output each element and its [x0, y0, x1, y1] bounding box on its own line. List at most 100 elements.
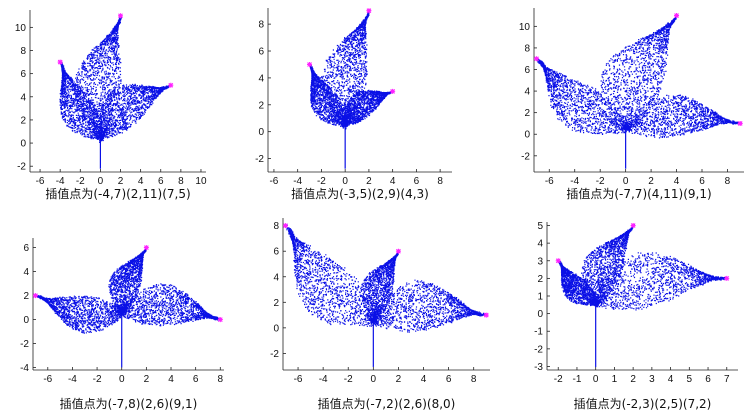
interpolation-point	[217, 317, 223, 323]
interpolation-point	[366, 8, 372, 14]
fern-leaf	[285, 224, 380, 327]
fern-leaf	[116, 283, 221, 327]
x-tick-label: 0	[342, 176, 348, 187]
x-tick-label: 0	[371, 374, 377, 385]
y-tick-label: 0	[258, 127, 264, 138]
y-tick-label: -1	[534, 327, 543, 338]
y-tick-label: 4	[273, 272, 279, 283]
interpolation-point	[32, 293, 38, 299]
y-tick-label: 0	[20, 139, 26, 150]
y-tick-label: 2	[524, 108, 530, 119]
x-tick-label: -2	[317, 176, 326, 187]
y-tick-label: 5	[537, 221, 543, 232]
y-tick-label: 2	[537, 274, 543, 285]
x-tick-label: 4	[168, 374, 174, 385]
interpolation-point	[307, 61, 313, 67]
fern-panel-6: -2 -1 0 1 2 3 4 5 6 7 -3 -2 -1 0 1 2 3 4 5 插值点为(-2,3)(2,5)(…	[534, 221, 738, 411]
x-tick-label: 6	[446, 374, 452, 385]
y-tick-label: -2	[521, 151, 530, 162]
x-tick-label: 2	[396, 374, 402, 385]
y-tick-label: -4	[20, 363, 29, 374]
x-tick-label: 0	[623, 176, 629, 187]
x-tick-label: 8	[437, 176, 443, 187]
panel-caption: 插值点为(-7,8)(2,6)(9,1)	[60, 396, 198, 411]
panel-caption: 插值点为(-2,3)(2,5)(7,2)	[574, 396, 712, 411]
interpolation-point	[737, 120, 743, 126]
x-tick-label: 2	[648, 176, 654, 187]
interpolation-point	[534, 56, 540, 62]
fern-leaf	[367, 279, 487, 333]
y-tick-label: 4	[524, 87, 530, 98]
x-tick-label: -4	[570, 176, 579, 187]
y-tick-label: -2	[534, 344, 543, 355]
fern-panel-3: -6 -4 -2 0 2 4 6 8 -2 0 2 4 6 8 10 插值点为(-7,7)(4,11)(9,1…	[519, 8, 744, 201]
x-tick-label: 6	[193, 374, 199, 385]
interpolation-point	[168, 82, 174, 88]
fern-leaf	[581, 224, 635, 308]
x-tick-label: 6	[158, 176, 164, 187]
fern-leaf	[342, 89, 394, 127]
fern-panel-4: -6 -4 -2 0 2 4 6 8 -4 -2 0 2 4 6 插值点为(-7,8)(2,6)(9,1)	[20, 238, 224, 411]
y-tick-label: -2	[255, 154, 264, 165]
interpolation-point	[674, 13, 680, 19]
x-tick-label: 4	[390, 176, 396, 187]
x-tick-label: -4	[68, 374, 77, 385]
y-tick-label: 6	[524, 65, 530, 76]
x-tick-label: 8	[725, 176, 731, 187]
fern-panel-2: -6 -4 -2 0 2 4 6 8 -2 0 2 4 6 8 插值点为(-3,5)(2,9)(4,3)	[255, 8, 452, 201]
fern-leaf	[600, 15, 678, 134]
fern-panel-1: -6 -4 -2 0 2 4 6 8 10 -2 0 2 4 6 8 10 插值点为(-4,7)(2,11)(7…	[15, 10, 207, 201]
interpolation-point	[57, 59, 63, 65]
y-tick-label: 10	[519, 22, 531, 33]
x-tick-label: -6	[36, 176, 45, 187]
y-tick-label: 0	[537, 309, 543, 320]
interpolation-point	[483, 312, 489, 318]
x-tick-label: -4	[293, 176, 302, 187]
fern-leaf	[359, 251, 400, 324]
fern-leaf	[95, 83, 172, 140]
panel-caption: 插值点为(-7,2)(2,6)(8,0)	[318, 396, 456, 411]
x-tick-label: 5	[687, 374, 693, 385]
y-tick-label: 3	[537, 256, 543, 267]
x-tick-label: 4	[668, 374, 674, 385]
x-tick-label: 3	[649, 374, 655, 385]
interpolation-point	[724, 275, 730, 281]
x-tick-label: 2	[366, 176, 372, 187]
x-tick-label: 8	[178, 176, 184, 187]
x-tick-label: 10	[195, 176, 207, 187]
x-tick-label: 0	[119, 374, 125, 385]
interpolation-point	[283, 223, 289, 229]
x-tick-label: 0	[98, 176, 104, 187]
x-tick-label: 8	[471, 374, 477, 385]
y-tick-label: 4	[258, 73, 264, 84]
x-tick-label: -4	[56, 176, 65, 187]
y-tick-label: 8	[524, 43, 530, 54]
fern-panel-5: -6 -4 -2 0 2 4 6 8 -2 0 2 4 6 8 插值点为(-7,2)(2,6)(8,0)	[270, 218, 490, 411]
x-tick-label: -2	[554, 374, 563, 385]
x-tick-label: 4	[674, 176, 680, 187]
y-tick-label: 4	[20, 92, 26, 103]
panel-caption: 插值点为(-7,7)(4,11)(9,1)	[566, 186, 711, 201]
x-tick-label: 7	[724, 374, 730, 385]
y-tick-label: 2	[258, 100, 264, 111]
y-tick-label: -2	[17, 162, 26, 173]
y-tick-label: 4	[537, 239, 543, 250]
y-tick-label: 6	[258, 47, 264, 58]
x-tick-label: -2	[76, 176, 85, 187]
fern-leaf	[35, 294, 127, 334]
y-tick-label: -3	[534, 362, 543, 373]
fern-leaf	[108, 247, 148, 316]
y-tick-label: 0	[524, 130, 530, 141]
y-tick-label: 1	[537, 292, 543, 303]
interpolation-point	[143, 245, 149, 251]
x-tick-label: 2	[630, 374, 636, 385]
x-tick-label: -2	[344, 374, 353, 385]
x-tick-label: 2	[144, 374, 150, 385]
y-tick-label: -2	[20, 339, 29, 350]
y-tick-label: 6	[23, 243, 29, 254]
y-tick-label: 4	[23, 267, 29, 278]
x-tick-label: -4	[319, 374, 328, 385]
interpolation-point	[118, 13, 124, 19]
y-tick-label: 8	[20, 46, 26, 57]
